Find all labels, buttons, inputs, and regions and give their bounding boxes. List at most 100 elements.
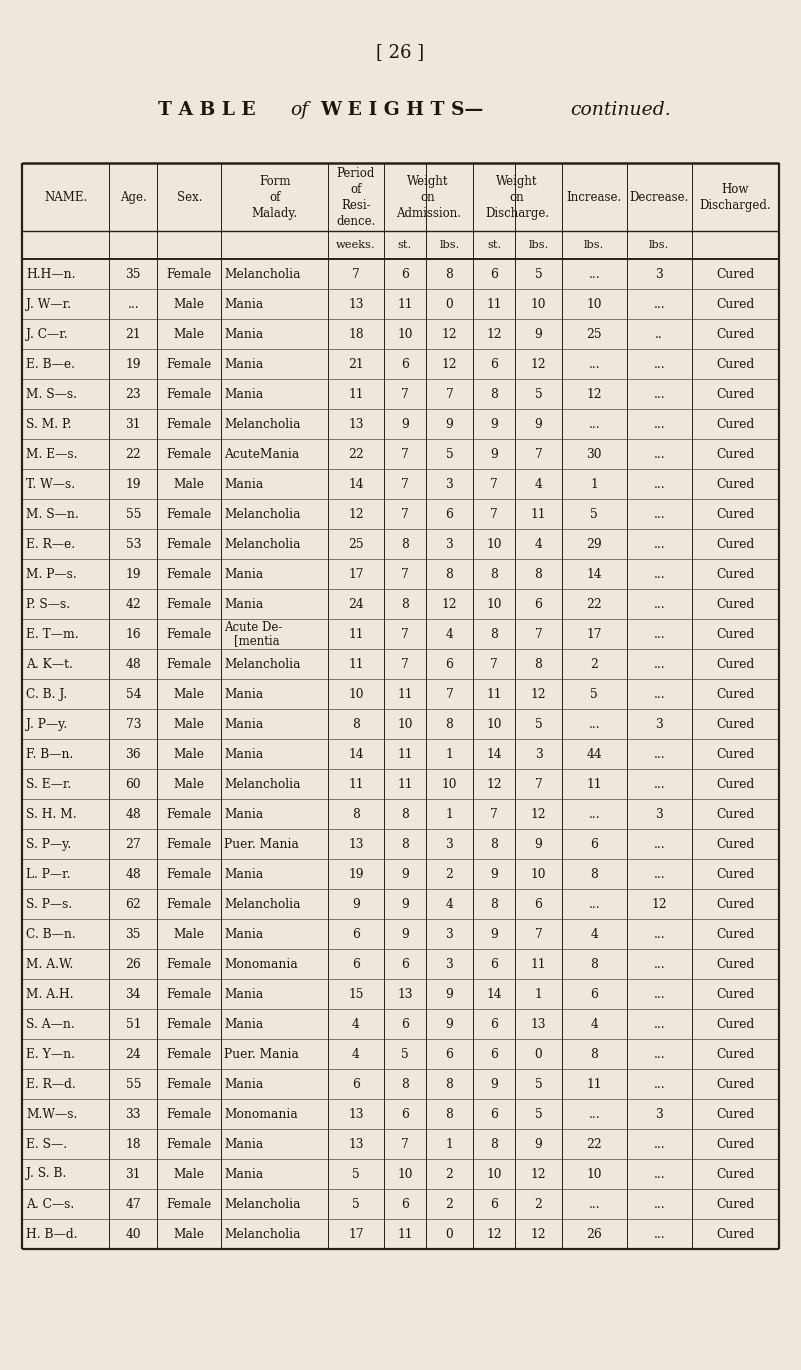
Text: 19: 19: [126, 478, 141, 490]
Text: 40: 40: [126, 1228, 141, 1240]
Text: 1: 1: [534, 988, 542, 1000]
Text: 14: 14: [486, 748, 501, 760]
Text: M. A.H.: M. A.H.: [26, 988, 74, 1000]
Text: Cured: Cured: [716, 507, 755, 521]
Text: Melancholia: Melancholia: [224, 1228, 301, 1240]
Text: Mania: Mania: [224, 867, 264, 881]
Text: Male: Male: [174, 478, 205, 490]
Text: 12: 12: [586, 388, 602, 400]
Text: ...: ...: [654, 448, 665, 460]
Text: 6: 6: [445, 1048, 453, 1060]
Text: Cured: Cured: [716, 1197, 755, 1211]
Text: 9: 9: [534, 418, 542, 430]
Text: NAME.: NAME.: [44, 190, 87, 204]
Text: 6: 6: [445, 507, 453, 521]
Text: Melancholia: Melancholia: [224, 537, 301, 551]
Text: Female: Female: [167, 867, 212, 881]
Text: Female: Female: [167, 958, 212, 970]
Text: 13: 13: [531, 1018, 546, 1030]
Text: 18: 18: [348, 327, 364, 341]
Text: 9: 9: [490, 418, 498, 430]
Text: 24: 24: [126, 1048, 141, 1060]
Text: 4: 4: [534, 537, 542, 551]
Text: 10: 10: [586, 1167, 602, 1181]
Text: 10: 10: [397, 718, 413, 730]
Text: 13: 13: [348, 837, 364, 851]
Text: Cured: Cured: [716, 1137, 755, 1151]
Text: 12: 12: [531, 1228, 546, 1240]
Text: Melancholia: Melancholia: [224, 507, 301, 521]
Text: 10: 10: [348, 688, 364, 700]
Text: Female: Female: [167, 658, 212, 670]
Text: Cured: Cured: [716, 927, 755, 940]
Text: Melancholia: Melancholia: [224, 658, 301, 670]
Text: 14: 14: [586, 567, 602, 581]
Text: 22: 22: [348, 448, 364, 460]
Text: 6: 6: [445, 658, 453, 670]
Text: [mentia: [mentia: [235, 634, 280, 648]
Text: ...: ...: [589, 267, 600, 281]
Text: ...: ...: [654, 688, 665, 700]
Text: C. B—n.: C. B—n.: [26, 927, 76, 940]
Text: 8: 8: [401, 597, 409, 611]
Text: 19: 19: [348, 867, 364, 881]
Text: ...: ...: [654, 478, 665, 490]
Text: 6: 6: [490, 358, 498, 370]
Text: 3: 3: [534, 748, 542, 760]
Text: 4: 4: [534, 478, 542, 490]
Text: ...: ...: [654, 1077, 665, 1091]
Text: 2: 2: [445, 1167, 453, 1181]
Text: 22: 22: [586, 597, 602, 611]
Text: Male: Male: [174, 688, 205, 700]
Text: J. P—y.: J. P—y.: [26, 718, 67, 730]
Text: 17: 17: [348, 1228, 364, 1240]
Text: 11: 11: [486, 688, 501, 700]
Text: 1: 1: [445, 1137, 453, 1151]
Text: Acute De-: Acute De-: [224, 621, 283, 633]
Text: Increase.: Increase.: [566, 190, 622, 204]
Text: Female: Female: [167, 388, 212, 400]
Text: S. H. M.: S. H. M.: [26, 807, 77, 821]
Text: 9: 9: [401, 418, 409, 430]
Text: 9: 9: [445, 418, 453, 430]
Text: 6: 6: [401, 358, 409, 370]
Text: Cured: Cured: [716, 718, 755, 730]
Text: 12: 12: [486, 327, 501, 341]
Text: 48: 48: [126, 867, 141, 881]
Text: Male: Male: [174, 718, 205, 730]
Text: 10: 10: [397, 327, 413, 341]
Text: 7: 7: [534, 927, 542, 940]
Text: 4: 4: [445, 627, 453, 641]
Text: 6: 6: [490, 1018, 498, 1030]
Text: 18: 18: [126, 1137, 141, 1151]
Text: Mania: Mania: [224, 688, 264, 700]
Text: W E I G H T S—: W E I G H T S—: [320, 101, 483, 119]
Text: ...: ...: [654, 297, 665, 311]
Text: 13: 13: [348, 1107, 364, 1121]
Text: Cured: Cured: [716, 327, 755, 341]
Text: ...: ...: [654, 958, 665, 970]
Text: 11: 11: [397, 297, 413, 311]
Text: Melancholia: Melancholia: [224, 1197, 301, 1211]
Text: ...: ...: [654, 1137, 665, 1151]
Text: 10: 10: [486, 597, 501, 611]
Text: Mania: Mania: [224, 327, 264, 341]
Text: Form
of
Malady.: Form of Malady.: [252, 174, 298, 219]
Text: 12: 12: [486, 1228, 501, 1240]
Text: 2: 2: [534, 1197, 542, 1211]
Text: 10: 10: [531, 867, 546, 881]
Text: ...: ...: [654, 1048, 665, 1060]
Text: E. T—m.: E. T—m.: [26, 627, 78, 641]
Text: Mania: Mania: [224, 718, 264, 730]
Text: Cured: Cured: [716, 1167, 755, 1181]
Text: 47: 47: [126, 1197, 141, 1211]
Text: 8: 8: [445, 1107, 453, 1121]
Text: 48: 48: [126, 807, 141, 821]
Text: 11: 11: [486, 297, 501, 311]
Text: 4: 4: [590, 1018, 598, 1030]
Text: 17: 17: [348, 567, 364, 581]
Text: 10: 10: [397, 1167, 413, 1181]
Text: 55: 55: [126, 1077, 141, 1091]
Text: 6: 6: [352, 1077, 360, 1091]
Text: 5: 5: [590, 507, 598, 521]
